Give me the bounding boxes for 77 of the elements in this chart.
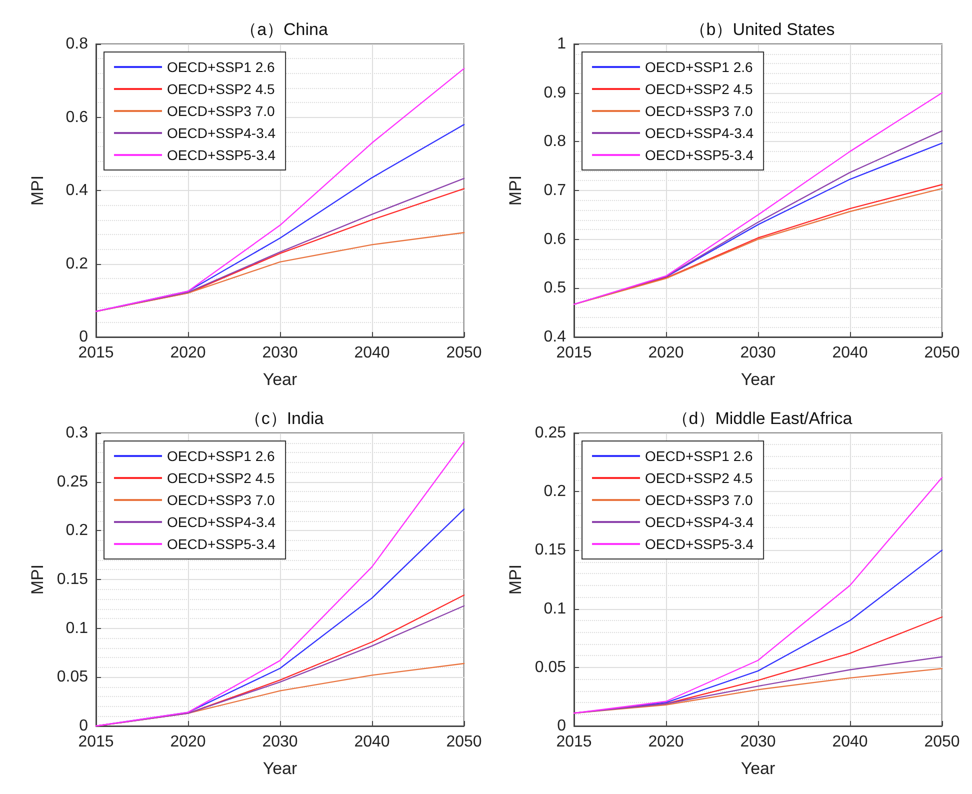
x-tick-label: 2020 <box>648 344 684 362</box>
legend-label: OECD+SSP1 2.6 <box>167 448 275 464</box>
y-tick-label: 1 <box>557 36 566 52</box>
x-tick-label: 2050 <box>924 734 960 750</box>
y-tick-label: 0.6 <box>66 108 88 126</box>
x-tick-label: 2050 <box>446 734 482 750</box>
y-tick-label: 0.05 <box>56 668 88 686</box>
y-tick-label: 0.4 <box>544 328 566 346</box>
legend-label: OECD+SSP5-3.4 <box>645 536 754 552</box>
legend-label: OECD+SSP1 2.6 <box>645 448 753 464</box>
x-tick-label: 2030 <box>740 344 776 362</box>
x-axis-title: Year <box>740 370 776 389</box>
legend-label: OECD+SSP5-3.4 <box>167 147 276 163</box>
legend-label: OECD+SSP1 2.6 <box>167 59 275 75</box>
x-tick-label: 2015 <box>78 734 114 750</box>
y-tick-label: 0.4 <box>66 182 88 199</box>
y-tick-label: 0.2 <box>66 255 88 272</box>
y-tick-label: 0.2 <box>66 522 88 540</box>
y-tick-label: 0 <box>79 328 88 346</box>
y-axis-title: MPI <box>506 175 525 206</box>
y-tick-label: 0.1 <box>544 600 566 618</box>
legend-label: OECD+SSP4-3.4 <box>167 125 276 141</box>
y-tick-label: 0.25 <box>56 473 88 490</box>
y-tick-label: 0.1 <box>66 620 88 637</box>
x-tick-label: 2040 <box>832 344 868 362</box>
x-tick-label: 2050 <box>446 344 482 362</box>
y-tick-label: 0.2 <box>544 483 566 500</box>
x-tick-label: 2030 <box>262 344 298 362</box>
legend-label: OECD+SSP2 4.5 <box>167 81 275 97</box>
y-tick-label: 0.5 <box>544 280 566 297</box>
x-axis-title: Year <box>740 759 776 778</box>
y-tick-label: 0.15 <box>56 571 88 588</box>
x-tick-label: 2020 <box>648 734 684 750</box>
x-axis-title: Year <box>262 759 298 778</box>
legend-label: OECD+SSP4-3.4 <box>645 514 754 530</box>
legend-label: OECD+SSP3 7.0 <box>645 492 753 508</box>
x-tick-label: 2020 <box>170 344 206 362</box>
y-tick-label: 0.3 <box>66 424 88 442</box>
y-tick-label: 0.7 <box>544 182 566 199</box>
legend-label: OECD+SSP2 4.5 <box>167 470 275 486</box>
x-axis-title: Year <box>262 370 298 389</box>
y-tick-label: 0.9 <box>544 84 566 102</box>
y-tick-label: 0.8 <box>544 133 566 150</box>
legend-label: OECD+SSP2 4.5 <box>645 81 753 97</box>
x-tick-label: 2030 <box>740 734 776 750</box>
legend-label: OECD+SSP4-3.4 <box>167 514 276 530</box>
y-tick-label: 0.15 <box>534 542 566 559</box>
y-tick-label: 0.05 <box>534 658 566 676</box>
chart-title: （d）Middle East/Africa <box>672 409 853 428</box>
x-tick-label: 2050 <box>924 344 960 362</box>
x-tick-label: 2030 <box>262 734 298 750</box>
legend-label: OECD+SSP3 7.0 <box>167 492 275 508</box>
y-tick-label: 0.8 <box>66 36 88 52</box>
y-tick-label: 0.25 <box>534 424 566 442</box>
legend-label: OECD+SSP3 7.0 <box>645 103 753 119</box>
x-tick-label: 2040 <box>832 734 868 750</box>
chart-title: （a）China <box>240 20 328 39</box>
y-tick-label: 0 <box>79 718 88 734</box>
y-tick-label: 0 <box>557 718 566 734</box>
legend-label: OECD+SSP3 7.0 <box>167 103 275 119</box>
y-axis-title: MPI <box>28 175 47 206</box>
legend-label: OECD+SSP2 4.5 <box>645 470 753 486</box>
y-tick-label: 0.6 <box>544 230 566 248</box>
legend-label: OECD+SSP4-3.4 <box>645 125 754 141</box>
y-axis-title: MPI <box>506 564 525 595</box>
x-tick-label: 2015 <box>78 344 114 362</box>
x-tick-label: 2015 <box>556 344 592 362</box>
x-tick-label: 2040 <box>354 344 390 362</box>
chart-title: （b）United States <box>689 20 835 39</box>
legend-label: OECD+SSP5-3.4 <box>167 536 276 552</box>
chart-title: （c）India <box>244 409 324 428</box>
x-tick-label: 2020 <box>170 734 206 750</box>
legend-label: OECD+SSP1 2.6 <box>645 59 753 75</box>
x-tick-label: 2015 <box>556 734 592 750</box>
y-axis-title: MPI <box>28 564 47 595</box>
x-tick-label: 2040 <box>354 734 390 750</box>
legend-label: OECD+SSP5-3.4 <box>645 147 754 163</box>
